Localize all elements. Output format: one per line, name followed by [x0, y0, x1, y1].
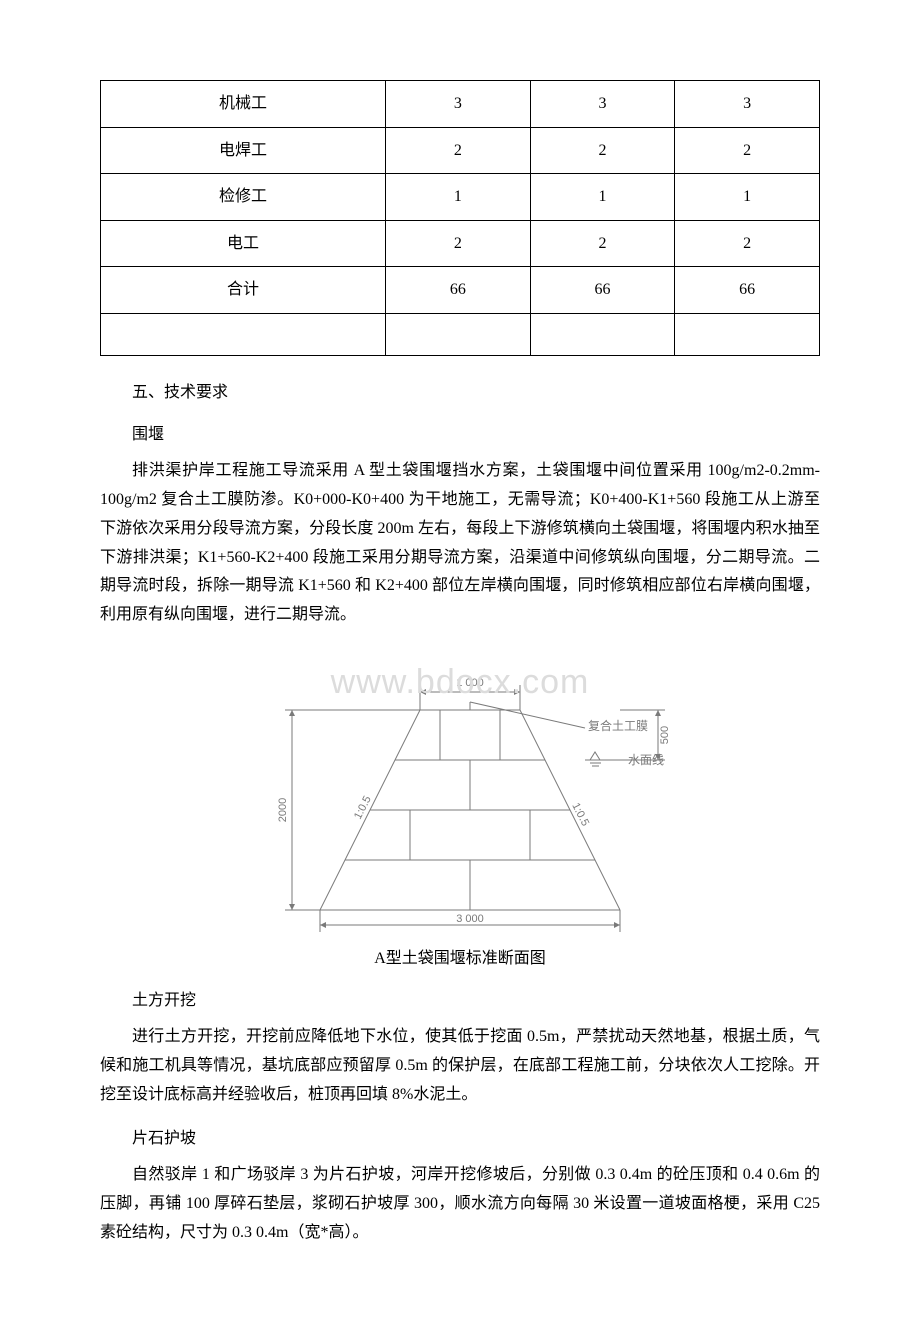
heading-tech-requirements: 五、技术要求 [100, 380, 820, 406]
table-cell: 1 [386, 174, 531, 221]
table-cell: 66 [675, 267, 820, 314]
table-cell: 2 [530, 220, 675, 267]
dim-bottom: 3 000 [456, 913, 484, 925]
paragraph-cofferdam: 排洪渠护岸工程施工导流采用 A 型土袋围堰挡水方案，土袋围堰中间位置采用 100… [100, 457, 820, 630]
table-cell: 2 [386, 220, 531, 267]
table-cell: 1 [675, 174, 820, 221]
table-cell: 2 [386, 127, 531, 174]
dim-right: 500 [659, 726, 671, 744]
paragraph-excavation: 进行土方开挖，开挖前应降低地下水位，使其低于挖面 0.5m，严禁扰动天然地基，根… [100, 1023, 820, 1109]
dim-left: 2000 [277, 798, 289, 822]
table-cell [675, 313, 820, 355]
workers-table: 机械工 3 3 3 电焊工 2 2 2 检修工 1 1 1 电工 2 2 2 合… [100, 80, 820, 356]
table-cell [530, 313, 675, 355]
table-cell: 2 [675, 127, 820, 174]
table-cell: 3 [675, 81, 820, 128]
table-cell [386, 313, 531, 355]
label-water: 水面线 [628, 753, 664, 767]
paragraph-stone-slope: 自然驳岸 1 和广场驳岸 3 为片石护坡，河岸开挖修坡后，分别做 0.3 0.4… [100, 1161, 820, 1247]
heading-cofferdam: 围堰 [100, 422, 820, 448]
cofferdam-svg: 1 000 3 000 2000 500 [230, 650, 690, 940]
dim-top: 1 000 [456, 677, 484, 689]
table-cell [101, 313, 386, 355]
heading-stone-slope: 片石护坡 [100, 1126, 820, 1152]
table-cell: 2 [530, 127, 675, 174]
table-cell: 2 [675, 220, 820, 267]
cofferdam-diagram: www.bdocx.com [100, 650, 820, 972]
table-cell: 电工 [101, 220, 386, 267]
table-cell: 机械工 [101, 81, 386, 128]
heading-excavation: 土方开挖 [100, 988, 820, 1014]
diagram-caption: A型土袋围堰标准断面图 [374, 946, 546, 972]
label-membrane: 复合土工膜 [588, 718, 648, 733]
table-cell: 66 [386, 267, 531, 314]
table-cell: 检修工 [101, 174, 386, 221]
table-cell: 66 [530, 267, 675, 314]
table-cell: 1 [530, 174, 675, 221]
table-cell: 合计 [101, 267, 386, 314]
label-slope-left: 1:0.5 [352, 794, 374, 821]
table-cell: 电焊工 [101, 127, 386, 174]
table-cell: 3 [386, 81, 531, 128]
table-cell: 3 [530, 81, 675, 128]
